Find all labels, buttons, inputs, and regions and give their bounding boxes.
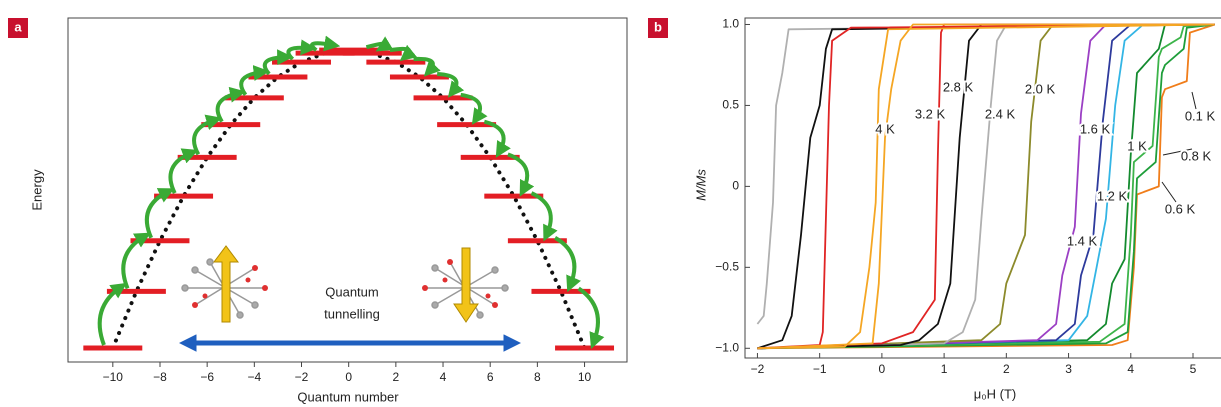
y-axis-label: M/Ms [693,169,708,201]
label-leader [1162,148,1193,156]
x-axis-label: μ₀H (T) [974,386,1017,401]
x-tick-label: 2 [1003,362,1010,376]
hysteresis-curve [757,23,1215,350]
y-tick-label: 0.5 [722,98,739,112]
hop-arrow [437,71,465,98]
hop-arrow [168,148,199,194]
hysteresis-curve [757,23,1215,350]
hysteresis-curve [756,23,1215,350]
classical-curve [110,48,587,351]
legend-label: 3.2 K [915,106,946,121]
hop-arrow [554,236,581,293]
spin-down-arrow [453,247,479,323]
x-tick-label: −10 [103,370,124,384]
hop-arrow [97,282,127,346]
x-tick-label: −6 [200,370,214,384]
legend-label: 2.4 K [985,106,1016,121]
x-tick-label: −4 [247,370,261,384]
hop-arrow [262,49,294,76]
hop-arrow [215,86,246,123]
y-tick-label: −0.5 [715,260,739,274]
legend-label: 1.2 K [1097,188,1128,203]
x-tick-label: 10 [578,370,592,384]
panel-badge [8,18,28,38]
legend-label: 4 K [875,121,895,136]
plot-frame [744,17,1221,359]
legend-label: 0.8 K [1181,148,1212,163]
label-leader [1191,91,1197,110]
hop-arrow [144,188,175,239]
legend-label: 2.0 K [1025,81,1056,96]
x-tick-label: 0 [345,370,352,384]
legend-label: 1.4 K [1067,233,1098,248]
x-tick-label: 4 [440,370,447,384]
hysteresis-curve [757,23,1215,350]
panel-badge [648,18,668,38]
annotation: Quantum [325,284,378,299]
legend-label: 0.1 K [1185,108,1216,123]
plot-frame [67,17,628,363]
curves [756,23,1216,350]
x-tick-label: −2 [295,370,309,384]
hop-arrow [483,119,511,158]
x-tick-label: −8 [153,370,167,384]
hop-arrow [121,232,151,290]
hysteresis-curve [757,23,1215,350]
x-tick-label: −2 [751,362,765,376]
hysteresis-curve [757,23,1215,350]
hysteresis-curve [757,23,1215,350]
hop-arrow [389,44,418,62]
hop-arrow [460,92,488,125]
y-axis-label: Energy [29,169,44,211]
annotation: tunnelling [324,306,380,321]
hysteresis-curve [757,23,1215,350]
y-tick-label: −1.0 [715,340,739,354]
x-tick-label: 5 [1190,362,1197,376]
y-tick-label: 0 [732,179,739,193]
x-tick-label: 4 [1127,362,1134,376]
x-tick-label: 0 [879,362,886,376]
hop-arrow [310,35,341,52]
panel-label: b [654,19,662,34]
hysteresis-curve [757,23,1215,350]
x-tick-label: 3 [1065,362,1072,376]
x-tick-label: 8 [534,370,541,384]
x-axis-label: Quantum number [297,389,399,404]
label-leader [1161,181,1177,203]
hop-arrow [577,286,605,349]
hop-arrow [192,114,223,156]
legend-label: 1 K [1127,138,1147,153]
x-tick-label: 6 [487,370,494,384]
legend-label: 2.8 K [943,79,974,94]
hysteresis-curve [757,23,1215,350]
spin-up-arrow [213,245,239,323]
hop-arrow [507,152,535,197]
y-tick-label: 1.0 [722,17,739,31]
hop-arrow [413,56,441,77]
hysteresis-curve [757,23,1215,350]
x-tick-label: 1 [941,362,948,376]
hop-arrow [239,65,270,96]
hop-arrow [286,39,317,61]
x-tick-label: −1 [813,362,827,376]
panel-label: a [14,19,22,34]
legend-label: 1.6 K [1080,121,1111,136]
legend-label: 0.6 K [1165,201,1196,216]
x-tick-label: 2 [393,370,400,384]
hop-arrow [530,191,558,242]
hysteresis-curve [757,23,1216,350]
hop-arrow [365,36,394,52]
